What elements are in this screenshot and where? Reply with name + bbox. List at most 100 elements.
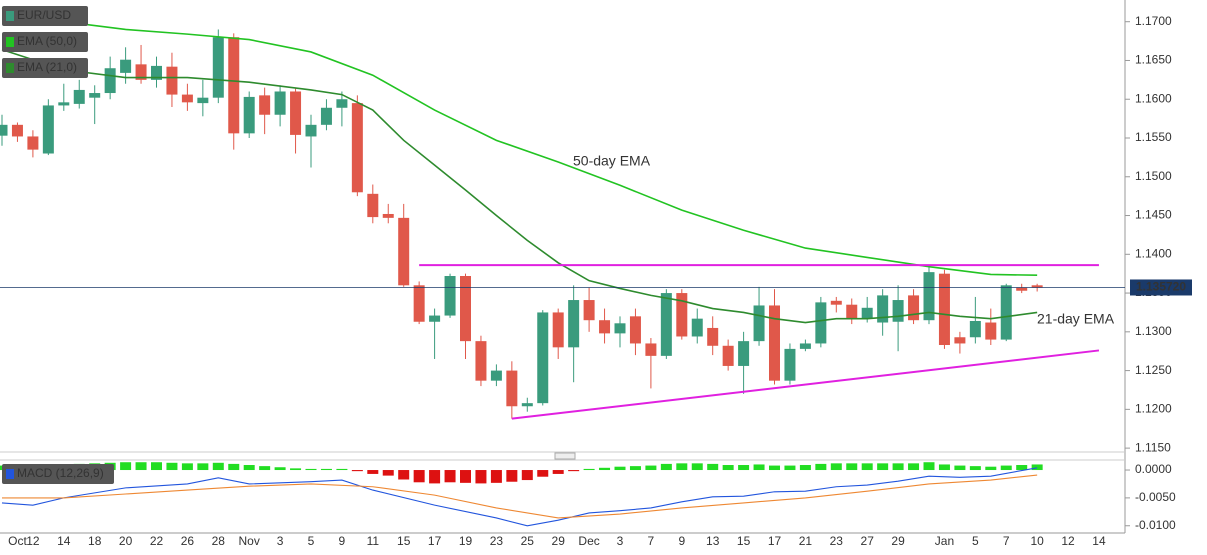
candle-body [367, 193, 379, 218]
candle-body [938, 273, 950, 346]
histogram-bar [290, 468, 302, 471]
histogram-bar [784, 465, 796, 471]
candle-body [181, 94, 193, 103]
y-tick-label: 1.1250 [1135, 363, 1172, 377]
annotation: 50-day EMA [573, 153, 651, 169]
histogram-bar [228, 463, 240, 471]
histogram-bar [830, 463, 842, 471]
histogram-bar [954, 465, 966, 471]
x-tick-label: 18 [88, 534, 102, 548]
candle-body [506, 370, 518, 407]
histogram-bar [660, 463, 672, 471]
candle-body [521, 403, 533, 407]
candle-body [676, 293, 688, 337]
x-tick-label: 3 [617, 534, 624, 548]
candle-body [27, 136, 39, 150]
legend-swatch [6, 11, 14, 21]
histogram-bar [599, 467, 611, 471]
y-tick-label: 1.1550 [1135, 130, 1172, 144]
histogram-bar [475, 470, 487, 484]
x-tick-label: 10 [1030, 534, 1044, 548]
candle-body [166, 66, 178, 95]
x-tick-label: 28 [212, 534, 226, 548]
x-tick-label: 27 [861, 534, 875, 548]
candle-body [243, 96, 255, 134]
candle-body [877, 295, 889, 323]
x-tick-label: 25 [521, 534, 535, 548]
candle-body [305, 124, 317, 137]
histogram-bar [120, 462, 132, 471]
histogram-bar [166, 462, 178, 471]
legend-label: EMA (21,0) [17, 60, 77, 74]
histogram-bar [799, 465, 811, 471]
candle-body [645, 343, 657, 356]
panel-handle[interactable] [554, 452, 576, 460]
legend-box [2, 6, 88, 26]
histogram-bar [429, 470, 441, 484]
legend-swatch [6, 63, 14, 73]
candle-body [320, 107, 332, 125]
histogram-bar [908, 463, 920, 471]
histogram-bar [521, 470, 533, 481]
legend-box [2, 32, 88, 52]
candle-body [351, 103, 363, 193]
candle-body [769, 305, 780, 381]
candle-body [89, 93, 101, 98]
legend-swatch [6, 37, 14, 47]
histogram-bar [707, 463, 719, 471]
annotation: 21-day EMA [1037, 311, 1115, 327]
x-tick-label: 5 [308, 534, 315, 548]
candle-body [892, 300, 904, 322]
histogram-bar [506, 470, 518, 482]
histogram-bar [413, 470, 425, 483]
histogram-bar [1000, 465, 1012, 471]
histogram-bar [552, 470, 564, 474]
candle-body [382, 213, 394, 218]
x-tick-label: 15 [397, 534, 411, 548]
candle-body [537, 312, 549, 404]
x-tick-label: 14 [57, 534, 71, 548]
histogram-bar [135, 462, 147, 471]
candle-body [73, 89, 85, 104]
histogram-bar [197, 463, 209, 471]
x-tick-label: 9 [678, 534, 685, 548]
candle-body [815, 302, 827, 344]
candle-body [861, 307, 873, 319]
histogram-bar [382, 470, 394, 476]
x-tick-label: Jan [935, 534, 954, 548]
candle-body [784, 348, 796, 381]
candle-body [151, 65, 162, 80]
histogram-bar [490, 470, 502, 483]
histogram-bar [923, 462, 935, 471]
y-tick-label: 1.1400 [1135, 246, 1172, 260]
x-tick-label: 9 [339, 534, 346, 548]
x-tick-label: 11 [367, 534, 380, 548]
histogram-bar [583, 468, 595, 471]
candle-body [1000, 285, 1012, 340]
x-tick-label: 15 [737, 534, 751, 548]
candle-body [660, 293, 672, 356]
x-tick-label: 7 [1003, 534, 1010, 548]
histogram-bar [985, 466, 997, 471]
candle-body [398, 217, 410, 286]
histogram-bar [305, 468, 317, 471]
candle-body [552, 312, 564, 348]
x-tick-label: 20 [119, 534, 133, 548]
histogram-bar [367, 470, 379, 474]
histogram-bar [877, 463, 889, 471]
candle-body [460, 276, 471, 342]
histogram-bar [969, 466, 981, 471]
histogram-bar [769, 465, 780, 471]
candle-body [691, 318, 703, 337]
histogram-bar [568, 470, 580, 472]
candle-body [583, 300, 595, 321]
y-tick-label: -0.0100 [1135, 518, 1176, 532]
histogram-bar [738, 465, 750, 471]
candle-body [429, 315, 441, 322]
histogram-bar [722, 465, 734, 471]
candle-body [830, 300, 842, 305]
candle-body [722, 345, 734, 366]
x-tick-label: 7 [648, 534, 655, 548]
